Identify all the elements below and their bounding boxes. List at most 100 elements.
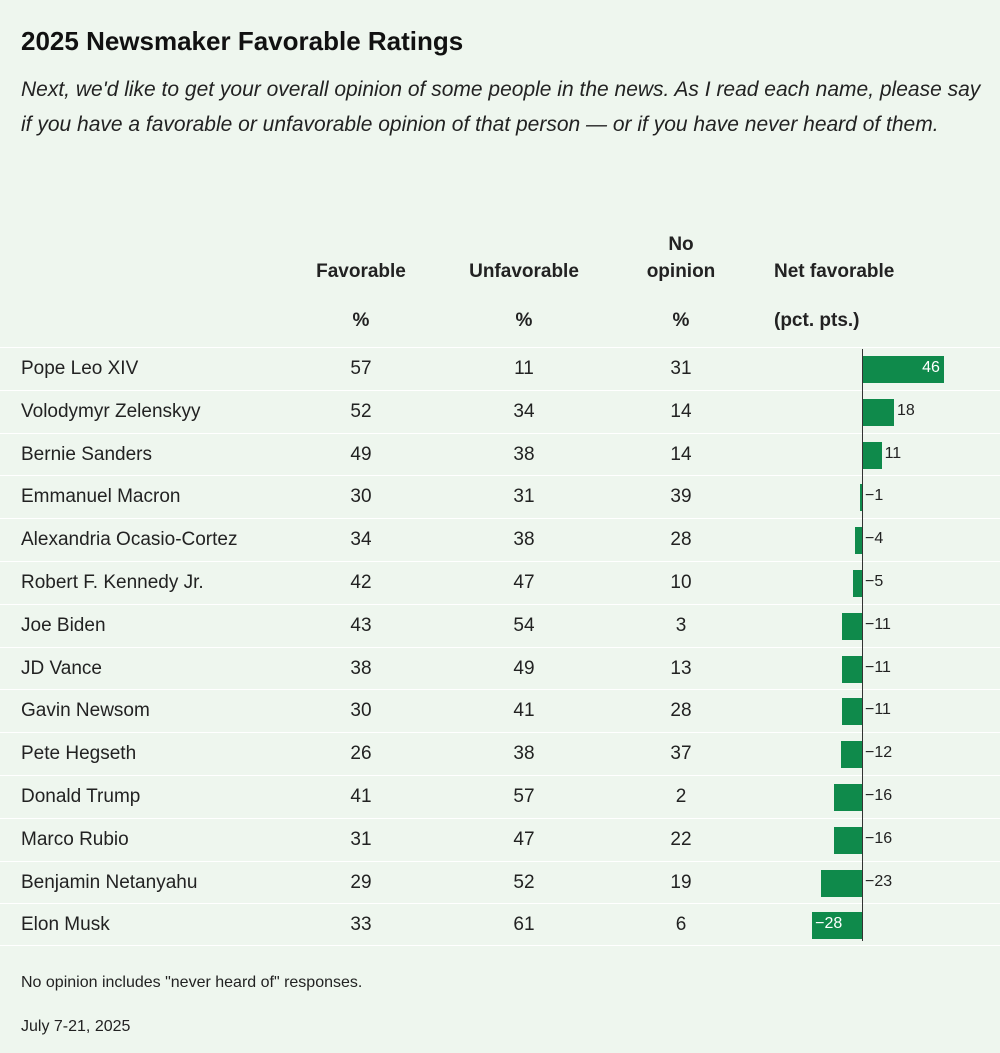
unit-no-opinion: % <box>672 310 690 331</box>
header-no-opinion-line2: opinion <box>646 261 716 282</box>
row-name: Alexandria Ocasio-Cortez <box>21 529 238 551</box>
table-row: Pete Hegseth 26 38 37 −12 <box>0 732 1000 775</box>
net-bar-label: 18 <box>897 401 915 419</box>
net-bar <box>842 655 862 683</box>
net-bar-label: −4 <box>865 530 884 548</box>
ratings-table: Pope Leo XIV 57 11 31 46 Volodymyr Zelenskyy 5… <box>0 347 1000 947</box>
cell-unfavorable: 61 <box>513 914 535 936</box>
cell-no-opinion: 28 <box>670 529 692 551</box>
net-bar <box>840 741 862 769</box>
cell-favorable: 31 <box>350 828 372 850</box>
table-row: Elon Musk 33 61 6 −28 <box>0 903 1000 947</box>
cell-no-opinion: 3 <box>675 614 687 636</box>
net-bar <box>860 484 862 512</box>
chart-subtitle: Next, we'd like to get your overall opin… <box>21 78 981 136</box>
cell-favorable: 26 <box>350 743 372 765</box>
cell-unfavorable: 52 <box>513 871 535 893</box>
row-name: Pope Leo XIV <box>21 358 139 379</box>
net-bar-label: −11 <box>865 615 891 633</box>
cell-unfavorable: 41 <box>513 700 535 722</box>
cell-favorable: 38 <box>350 657 372 679</box>
cell-no-opinion: 13 <box>670 657 692 679</box>
table-row: Volodymyr Zelenskyy 52 34 14 18 <box>0 389 1000 433</box>
header-unfavorable: Unfavorable <box>469 261 579 282</box>
cell-no-opinion: 10 <box>670 571 692 593</box>
row-name: Emmanuel Macron <box>21 486 181 508</box>
row-name: Marco Rubio <box>21 828 129 850</box>
cell-unfavorable: 54 <box>513 614 535 636</box>
net-bar-label: 11 <box>884 444 902 462</box>
net-bar <box>862 398 895 426</box>
net-bar <box>821 869 862 897</box>
net-bar <box>854 527 862 555</box>
cell-no-opinion: 19 <box>670 871 692 893</box>
net-bar <box>833 783 862 811</box>
cell-favorable: 33 <box>350 914 372 936</box>
table-row: Bernie Sanders 49 38 14 11 <box>0 432 1000 476</box>
row-name: Joe Biden <box>21 614 106 636</box>
net-bar-label: −1 <box>865 487 884 505</box>
cell-favorable: 43 <box>350 614 372 636</box>
row-name: Robert F. Kennedy Jr. <box>21 571 204 593</box>
net-bar-label: −12 <box>865 744 893 762</box>
table-row: Pope Leo XIV 57 11 31 46 <box>0 347 1000 390</box>
net-zero-axis <box>862 349 863 941</box>
cell-favorable: 30 <box>350 700 372 722</box>
cell-unfavorable: 11 <box>514 358 534 379</box>
cell-no-opinion: 14 <box>670 400 692 422</box>
cell-unfavorable: 38 <box>513 443 535 465</box>
cell-favorable: 52 <box>350 400 372 422</box>
cell-unfavorable: 57 <box>513 785 535 807</box>
net-bar <box>862 441 882 469</box>
chart-title: 2025 Newsmaker Favorable Ratings <box>21 26 464 56</box>
unit-favorable: % <box>352 310 370 331</box>
net-bar-label: −11 <box>865 658 891 676</box>
table-row: Donald Trump 41 57 2 −16 <box>0 774 1000 818</box>
table-row: Gavin Newsom 30 41 28 −11 <box>0 689 1000 732</box>
net-bar-label: −28 <box>815 915 843 933</box>
row-name: Pete Hegseth <box>21 743 137 765</box>
net-bar-label: −5 <box>865 572 884 590</box>
cell-no-opinion: 39 <box>670 486 692 508</box>
row-name: Bernie Sanders <box>21 443 152 465</box>
row-name: Gavin Newsom <box>21 700 150 722</box>
cell-no-opinion: 31 <box>670 358 692 379</box>
table-row: Alexandria Ocasio-Cortez 34 38 28 −4 <box>0 518 1000 561</box>
row-name: Elon Musk <box>21 914 110 936</box>
cell-no-opinion: 37 <box>670 743 692 765</box>
cell-unfavorable: 38 <box>513 743 535 765</box>
row-name: Donald Trump <box>21 785 141 807</box>
table-row: Joe Biden 43 54 3 −11 <box>0 603 1000 647</box>
cell-unfavorable: 47 <box>513 828 535 850</box>
cell-no-opinion: 6 <box>675 914 687 936</box>
cell-favorable: 34 <box>350 529 372 551</box>
survey-date: July 7-21, 2025 <box>21 1018 131 1035</box>
table-row: Emmanuel Macron 30 31 39 −1 <box>0 475 1000 518</box>
net-bar <box>842 698 862 726</box>
cell-no-opinion: 2 <box>675 785 687 807</box>
cell-unfavorable: 34 <box>513 400 535 422</box>
cell-favorable: 41 <box>350 785 372 807</box>
cell-favorable: 42 <box>350 571 372 593</box>
cell-unfavorable: 47 <box>513 571 535 593</box>
net-bar <box>853 569 862 597</box>
net-bar <box>833 826 862 854</box>
cell-unfavorable: 31 <box>513 486 535 508</box>
cell-favorable: 30 <box>350 486 372 508</box>
net-bar-label: −16 <box>865 829 893 847</box>
cell-no-opinion: 22 <box>670 828 692 850</box>
unit-net: (pct. pts.) <box>774 310 860 331</box>
cell-unfavorable: 49 <box>513 657 535 679</box>
table-row: JD Vance 38 49 13 −11 <box>0 646 1000 690</box>
table-row: Robert F. Kennedy Jr. 42 47 10 −5 <box>0 560 1000 604</box>
net-bar-label: −16 <box>865 786 893 804</box>
cell-unfavorable: 38 <box>513 529 535 551</box>
net-bar-label: −23 <box>865 872 893 890</box>
header-net-favorable: Net favorable <box>774 261 895 282</box>
net-bar-label: 46 <box>922 359 940 376</box>
row-name: Volodymyr Zelenskyy <box>21 400 201 422</box>
cell-favorable: 57 <box>350 358 372 379</box>
net-bar <box>842 612 862 640</box>
cell-no-opinion: 14 <box>670 443 692 465</box>
header-favorable: Favorable <box>316 261 406 282</box>
